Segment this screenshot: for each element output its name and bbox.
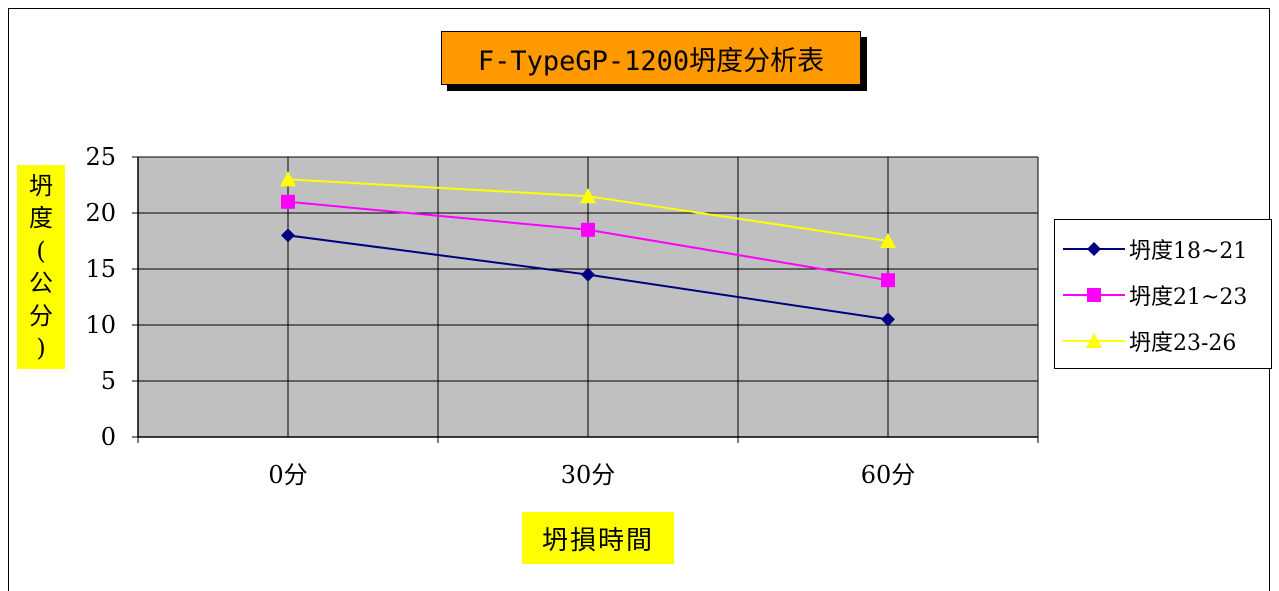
legend-swatch-triangle bbox=[1063, 333, 1125, 348]
x-tick-label: 0分 bbox=[268, 461, 307, 489]
y-axis-label-char: 分 bbox=[29, 301, 53, 330]
data-point-triangle bbox=[280, 171, 296, 187]
y-axis-label-char: 公 bbox=[29, 269, 53, 298]
y-tick-label: 10 bbox=[85, 311, 116, 339]
y-tick-label: 5 bbox=[101, 367, 116, 395]
data-point-square bbox=[281, 194, 295, 209]
legend-label: 坍度18~21 bbox=[1129, 239, 1248, 264]
legend-label: 坍度23-26 bbox=[1129, 331, 1237, 356]
y-tick-label: 15 bbox=[85, 255, 116, 283]
y-tick-label: 20 bbox=[85, 199, 116, 227]
legend-swatch-square bbox=[1063, 288, 1125, 302]
legend: 坍度18~21 坍度21~23 坍度23-26 bbox=[1054, 219, 1272, 369]
chart-title: F-TypeGP-1200坍度分析表 bbox=[441, 31, 861, 85]
data-point-square bbox=[581, 222, 595, 237]
data-point-square bbox=[881, 273, 895, 288]
y-tick-label: 25 bbox=[85, 143, 116, 171]
x-tick-label: 60分 bbox=[861, 461, 916, 489]
data-point-diamond bbox=[281, 228, 295, 243]
data-point-diamond bbox=[581, 267, 595, 282]
y-axis-label-char: ( bbox=[36, 236, 46, 265]
legend-swatch-diamond bbox=[1063, 242, 1125, 256]
data-point-triangle bbox=[880, 233, 896, 248]
legend-item: 坍度23-26 bbox=[1055, 324, 1271, 358]
y-axis-label-char: ) bbox=[36, 334, 46, 363]
data-point-diamond bbox=[881, 312, 895, 327]
y-axis-label-char: 度 bbox=[29, 204, 53, 233]
legend-item: 坍度18~21 bbox=[1055, 232, 1271, 266]
legend-label: 坍度21~23 bbox=[1129, 285, 1248, 310]
y-tick-label: 0 bbox=[101, 423, 116, 451]
legend-item: 坍度21~23 bbox=[1055, 278, 1271, 312]
x-axis-label: 坍損時間 bbox=[522, 512, 674, 564]
x-tick-label: 30分 bbox=[561, 461, 616, 489]
data-point-triangle bbox=[580, 188, 596, 204]
y-axis-label: 坍 度 ( 公 分 ) bbox=[17, 165, 65, 369]
y-axis-label-char: 坍 bbox=[29, 171, 53, 200]
